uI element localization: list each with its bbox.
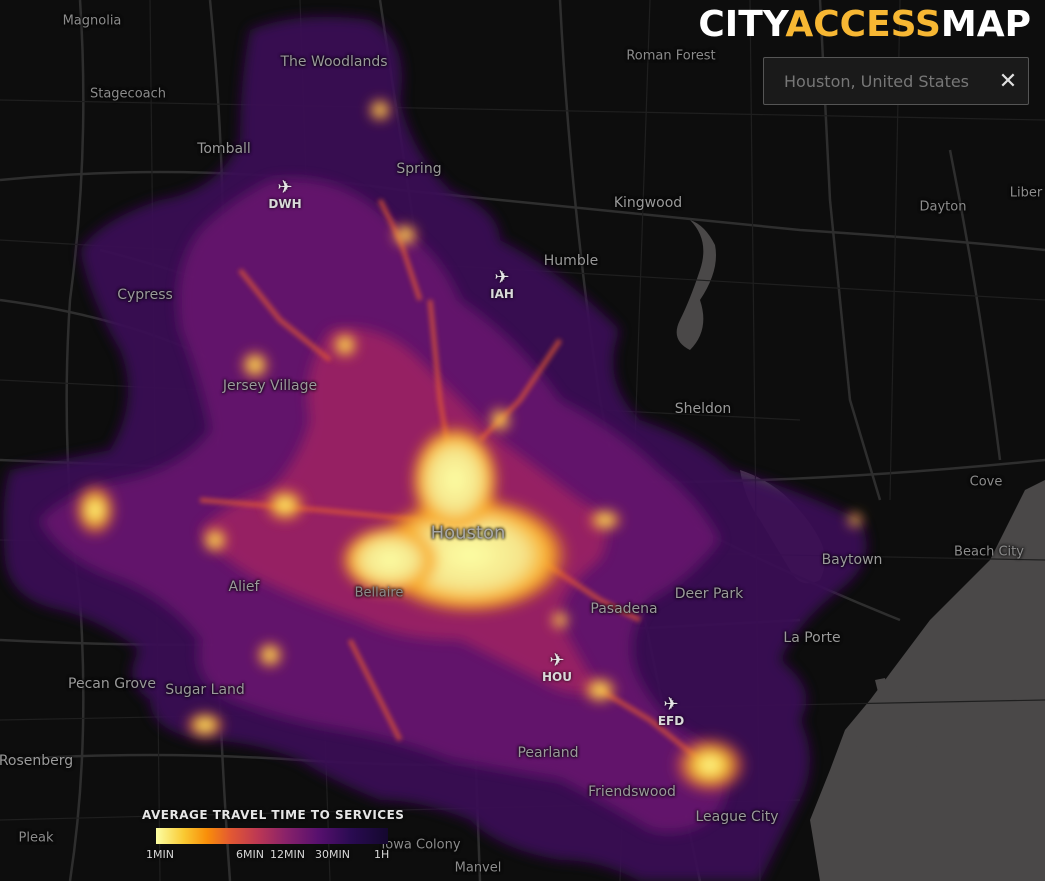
place-label-stagecoach: Stagecoach bbox=[89, 86, 167, 102]
airplane-icon: ✈ bbox=[663, 694, 679, 715]
airport-iah: ✈ IAH bbox=[490, 267, 514, 302]
place-label-kingwood: Kingwood bbox=[613, 195, 683, 211]
legend-tick: 1MIN bbox=[146, 848, 174, 861]
place-label-league-city: League City bbox=[695, 809, 779, 825]
legend-ticks: 1MIN 6MIN 12MIN 30MIN 1H bbox=[142, 848, 402, 866]
place-label-pecan-grove: Pecan Grove bbox=[68, 676, 156, 692]
place-label-cypress: Cypress bbox=[117, 287, 173, 303]
legend-color-scale bbox=[156, 828, 388, 844]
brand-logo-part-map: MAP bbox=[940, 4, 1031, 45]
legend-tick: 6MIN bbox=[236, 848, 264, 861]
brand-logo[interactable]: CITYACCESSMAP bbox=[698, 4, 1031, 45]
place-label-magnolia: Magnolia bbox=[62, 13, 122, 29]
place-label-sugar-land: Sugar Land bbox=[165, 682, 245, 698]
airport-efd: ✈ EFD bbox=[657, 694, 685, 729]
place-label-jersey-village: Jersey Village bbox=[222, 378, 318, 394]
legend-title: AVERAGE TRAVEL TIME TO SERVICES bbox=[142, 808, 405, 822]
brand-logo-part-access: ACCESS bbox=[785, 4, 941, 45]
place-label-spring: Spring bbox=[396, 161, 442, 177]
legend-tick: 1H bbox=[374, 848, 390, 861]
place-label-pearland: Pearland bbox=[517, 745, 579, 761]
airport-dwh: ✈ DWH bbox=[268, 177, 302, 212]
place-label-pleak: Pleak bbox=[18, 830, 54, 846]
airport-code: HOU bbox=[542, 670, 572, 684]
location-search-box: ✕ bbox=[763, 57, 1029, 105]
place-label-dayton: Dayton bbox=[919, 199, 967, 215]
airport-code: IAH bbox=[490, 287, 514, 301]
place-label-tomball: Tomball bbox=[197, 141, 251, 157]
place-label-liber: Liber bbox=[1009, 185, 1043, 201]
heatmap-hotspots bbox=[73, 98, 863, 795]
place-label-beach-city: Beach City bbox=[954, 544, 1024, 560]
legend-tick: 30MIN bbox=[315, 848, 350, 861]
place-label-bellaire: Bellaire bbox=[354, 585, 404, 601]
place-label-houston: Houston bbox=[430, 522, 506, 544]
place-label-manvel: Manvel bbox=[454, 860, 502, 876]
airplane-icon: ✈ bbox=[494, 267, 510, 288]
place-label-baytown: Baytown bbox=[821, 552, 883, 568]
legend-tick: 12MIN bbox=[270, 848, 305, 861]
place-label-rosenberg: Rosenberg bbox=[0, 753, 74, 769]
airplane-icon: ✈ bbox=[549, 650, 565, 671]
place-label-humble: Humble bbox=[543, 253, 599, 269]
place-label-la-porte: La Porte bbox=[783, 630, 841, 646]
place-label-the-woodlands: The Woodlands bbox=[280, 54, 388, 70]
place-label-pasadena: Pasadena bbox=[590, 601, 658, 617]
airport-hou: ✈ HOU bbox=[542, 650, 572, 685]
brand-logo-part-city: CITY bbox=[698, 4, 786, 45]
airport-code: EFD bbox=[657, 714, 685, 728]
place-label-alief: Alief bbox=[228, 579, 260, 595]
place-label-iowa-colony: Iowa Colony bbox=[381, 837, 461, 853]
airplane-icon: ✈ bbox=[277, 177, 293, 198]
place-label-sheldon: Sheldon bbox=[674, 401, 732, 417]
close-icon[interactable]: ✕ bbox=[998, 68, 1018, 94]
place-label-roman-forest: Roman Forest bbox=[626, 48, 716, 64]
place-label-friendswood: Friendswood bbox=[588, 784, 676, 800]
place-label-cove: Cove bbox=[969, 474, 1003, 490]
airport-code: DWH bbox=[268, 197, 302, 211]
place-label-deer-park: Deer Park bbox=[674, 586, 744, 602]
legend: AVERAGE TRAVEL TIME TO SERVICES 1MIN 6MI… bbox=[142, 808, 405, 866]
location-search-input[interactable] bbox=[764, 70, 988, 92]
